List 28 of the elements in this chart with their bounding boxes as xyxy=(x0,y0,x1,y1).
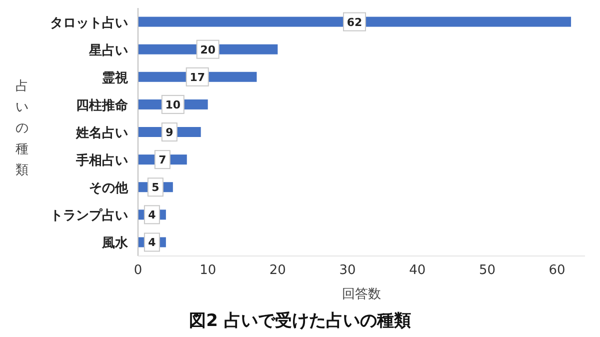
y-tick-label: 風水 xyxy=(101,236,129,252)
data-label: 10 xyxy=(165,98,181,112)
x-tick-label: 60 xyxy=(548,263,566,278)
x-tick-label: 50 xyxy=(478,263,496,278)
y-tick-label: 姓名占い xyxy=(75,126,128,141)
y-tick-label: トランプ占い xyxy=(50,208,128,224)
x-tick-label: 30 xyxy=(339,263,356,278)
y-tick-label: タロット占い xyxy=(50,16,128,31)
data-label: 62 xyxy=(346,16,362,29)
x-tick-label: 0 xyxy=(134,263,142,278)
data-label: 20 xyxy=(200,43,216,56)
y-axis-title: 占いの種類 xyxy=(16,79,28,178)
y-tick-label: 四柱推命 xyxy=(76,98,129,114)
data-label: 17 xyxy=(190,70,206,84)
data-label: 4 xyxy=(148,208,156,222)
y-tick-label: その他 xyxy=(89,181,129,196)
data-label: 7 xyxy=(158,154,166,167)
x-tick-label: 20 xyxy=(269,263,286,278)
y-tick-label: 星占い xyxy=(88,43,128,58)
data-label: 5 xyxy=(152,181,160,194)
y-tick-label: 霊視 xyxy=(102,70,129,86)
y-tick-label: 手相占い xyxy=(75,152,128,169)
data-label: 4 xyxy=(148,236,156,250)
x-tick-label: 10 xyxy=(200,263,216,278)
x-axis-title: 回答数 xyxy=(342,287,381,302)
data-label: 9 xyxy=(166,126,174,139)
text: 図2 占いで受けた占いの種類 xyxy=(189,311,411,331)
x-tick-label: 40 xyxy=(409,263,426,278)
